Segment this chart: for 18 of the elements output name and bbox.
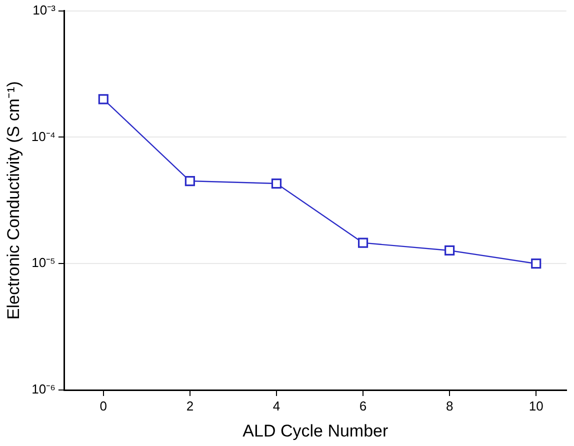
point [358, 238, 368, 248]
x-tick-label: 2 [186, 398, 194, 414]
point [444, 245, 455, 256]
x-axis-title: ALD Cycle Number [242, 421, 388, 440]
point [271, 178, 282, 189]
y-tick-label: 10⁻³ [32, 2, 56, 18]
y-tick-label: 10⁻⁴ [31, 128, 56, 144]
x-tick-label: 10 [528, 398, 544, 414]
y-tick-label: 10⁻⁵ [32, 255, 56, 270]
x-tick-label: 8 [446, 398, 454, 414]
y-axis-title: Electronic Conductivity (S cm⁻¹) [4, 81, 23, 320]
point [98, 94, 108, 104]
y-tick-label: 10⁻⁶ [32, 382, 56, 397]
point [184, 176, 195, 186]
x-tick-label: 6 [359, 398, 367, 414]
x-tick-label: 0 [100, 398, 108, 414]
x-tick-label: 4 [272, 398, 280, 414]
point [531, 258, 542, 269]
